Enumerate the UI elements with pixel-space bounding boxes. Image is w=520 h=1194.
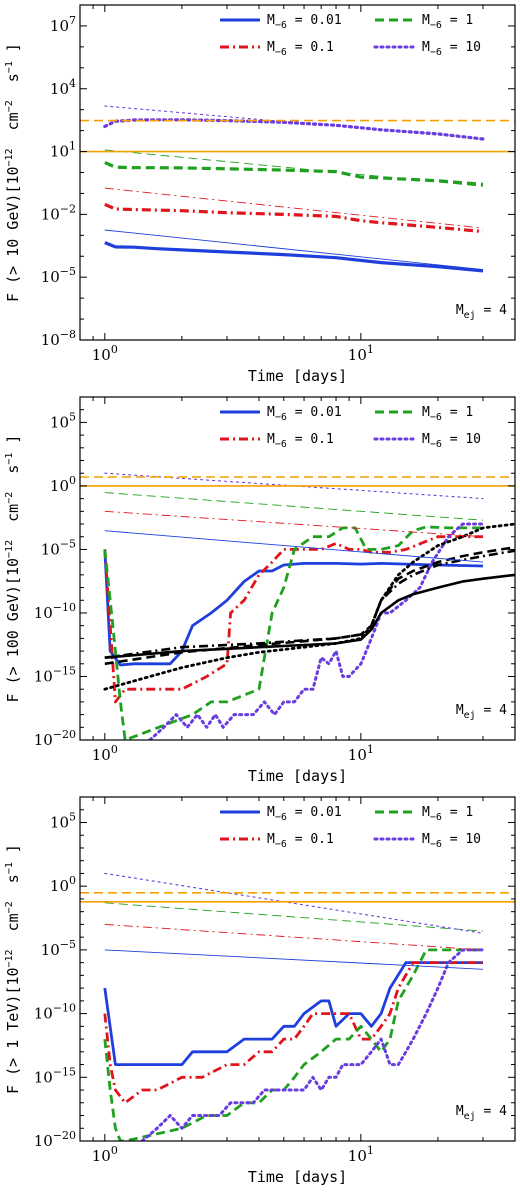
series-line-m_-6-0-01 (104, 241, 484, 273)
legend-entry: M−6 = 0.01 (267, 405, 342, 423)
y-tick-label: 104 (50, 77, 76, 98)
y-axis-label: F (> 10 GeV)[10−12 cm−2 s−1 ] (4, 43, 22, 302)
x-axis-label: Time [days] (248, 367, 347, 385)
x-tick-label: 100 (92, 743, 118, 764)
annotation-mej: Mej = 4 (456, 703, 507, 721)
chart-panel-3: 100 101 10−20 10−15 10−10 10−5 100 105 Time [day… (4, 796, 516, 1186)
series-line-curve-10 (104, 492, 484, 521)
y-tick-label: 10−20 (34, 1129, 76, 1150)
x-tick-label: 101 (348, 343, 374, 364)
y-tick-label: 10−15 (34, 664, 76, 685)
chart-panel-2: 100 101 10−20 10−15 10−10 10−5 100 105 Time [day… (4, 396, 516, 785)
series-line-curve-5 (104, 923, 484, 951)
series-line-curve-6 (104, 549, 515, 659)
legend: M−6 = 0.01 M−6 = 0.1 M−6 = 1 M−6 = 10 (220, 13, 481, 58)
plot-frame (79, 796, 516, 1142)
legend-entry: M−6 = 10 (422, 432, 481, 450)
series-line-curve-6 (104, 149, 484, 187)
series-line-curve-4 (104, 949, 484, 970)
legend-entry: M−6 = 0.01 (267, 805, 342, 823)
legend-entry: M−6 = 1 (422, 13, 473, 31)
plot-frame (79, 396, 516, 741)
y-tick-label: 10−2 (41, 202, 76, 223)
series-line-m_-6-0-1 (103, 535, 483, 704)
series-group (80, 472, 515, 740)
annotation-mej: Mej = 4 (456, 1104, 507, 1122)
series-group (80, 105, 515, 273)
series-line-m_-6-1 (104, 161, 484, 186)
series-line-m_-6-10 (103, 118, 485, 141)
x-tick-label: 101 (348, 1144, 374, 1165)
legend-entry: M−6 = 10 (422, 40, 481, 58)
y-tick-label: 10−15 (34, 1065, 76, 1086)
series-line-curve-8 (104, 530, 484, 563)
y-tick-label: 10−10 (34, 601, 76, 622)
y-tick-label: 10−10 (34, 1002, 76, 1023)
series-line-m_-6-0-01 (103, 961, 483, 1066)
series-line-m_-6-10 (148, 522, 485, 740)
y-tick-label: 105 (50, 810, 76, 831)
series-line-curve-5 (104, 187, 484, 229)
legend-entry: M−6 = 1 (422, 405, 473, 423)
x-axis-label: Time [days] (248, 767, 347, 785)
y-tick-label: 100 (50, 874, 76, 895)
legend-entry: M−6 = 0.1 (267, 40, 334, 58)
y-tick-label: 10−20 (34, 728, 76, 749)
legend: M−6 = 0.01 M−6 = 0.1 M−6 = 1 M−6 = 10 (220, 405, 481, 450)
series-line-m_-6-0-1 (103, 961, 483, 1105)
x-axis-label: Time [days] (248, 1168, 347, 1186)
legend-entry: M−6 = 10 (422, 832, 481, 850)
legend: M−6 = 0.01 M−6 = 0.1 M−6 = 1 M−6 = 10 (220, 805, 481, 850)
series-line-curve-4 (104, 573, 515, 659)
x-tick-label: 100 (92, 1144, 118, 1165)
series-line-curve-4 (104, 229, 484, 271)
series-line-curve-7 (103, 522, 515, 691)
series-line-m_-6-0-01 (103, 549, 484, 667)
series-line-curve-6 (104, 902, 484, 932)
y-tick-label: 107 (50, 14, 76, 35)
series-line-m_-6-0-1 (104, 202, 484, 234)
series-line-m_-6-1 (103, 948, 483, 1141)
series-group (80, 872, 515, 1141)
y-tick-label: 100 (50, 474, 76, 495)
series-line-curve-7 (104, 872, 484, 934)
legend-entry: M−6 = 0.01 (267, 13, 342, 31)
series-line-m_-6-10 (140, 948, 485, 1141)
y-tick-label: 101 (50, 140, 76, 161)
annotation-mej: Mej = 4 (456, 303, 507, 321)
series-line-curve-9 (104, 510, 484, 538)
y-axis-label: F (> 100 GeV)[10−12 cm−2 s−1 ] (4, 435, 22, 703)
x-tick-label: 100 (92, 343, 118, 364)
x-tick-label: 101 (348, 743, 374, 764)
legend-entry: M−6 = 0.1 (267, 432, 334, 450)
y-tick-label: 105 (50, 410, 76, 431)
legend-entry: M−6 = 0.1 (267, 832, 334, 850)
plot-frame (79, 4, 516, 341)
y-axis-label: F (> 1 TeV)[10−12 cm−2 s−1 ] (4, 844, 22, 1094)
chart-panel-1: 100 101 10−8 10−5 10−2 101 104 107 Time [days] F … (4, 4, 516, 385)
y-tick-label: 10−5 (41, 938, 76, 959)
y-tick-label: 10−8 (41, 328, 76, 349)
legend-entry: M−6 = 1 (422, 805, 473, 823)
series-line-curve-5 (104, 545, 515, 666)
y-tick-label: 10−5 (41, 265, 76, 286)
series-line-m_-6-1 (103, 525, 483, 740)
y-tick-label: 10−5 (41, 537, 76, 558)
